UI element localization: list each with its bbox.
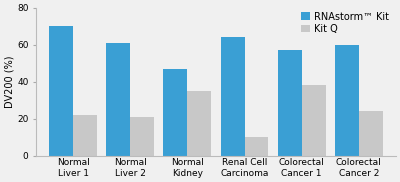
Bar [359, 111, 383, 156]
Bar [220, 37, 244, 156]
Bar [49, 26, 73, 156]
Bar [164, 69, 188, 156]
Bar [130, 117, 154, 156]
Bar [106, 43, 130, 156]
Bar [278, 50, 302, 156]
Bar [188, 91, 211, 156]
Bar [73, 115, 97, 156]
Bar [302, 85, 326, 156]
Bar [244, 137, 268, 156]
Legend: RNAstorm™ Kit, Kit Q: RNAstorm™ Kit, Kit Q [300, 10, 391, 36]
Y-axis label: DV200 (%): DV200 (%) [4, 55, 14, 108]
Bar [335, 45, 359, 156]
